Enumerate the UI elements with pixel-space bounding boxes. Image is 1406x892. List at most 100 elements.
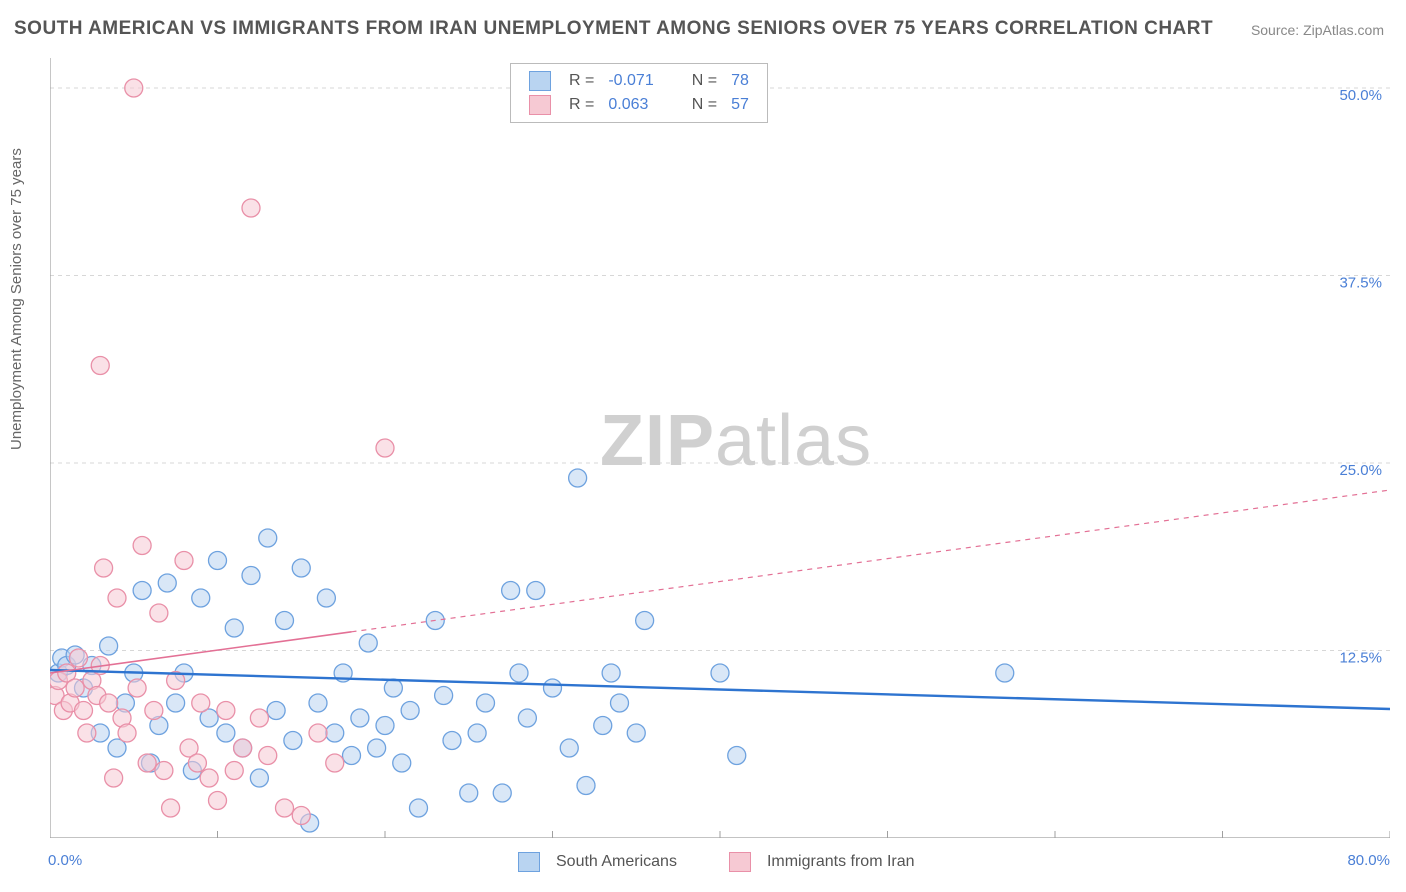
scatter-point — [276, 799, 294, 817]
scatter-point — [569, 469, 587, 487]
x-axis-max-label: 80.0% — [1347, 852, 1390, 869]
trend-line — [50, 632, 352, 673]
scatter-point — [317, 589, 335, 607]
scatter-point — [711, 664, 729, 682]
scatter-point — [75, 702, 93, 720]
scatter-point — [384, 679, 402, 697]
scatter-point — [128, 679, 146, 697]
scatter-point — [343, 747, 361, 765]
y-tick-label: 25.0% — [1339, 462, 1382, 479]
scatter-point — [577, 777, 595, 795]
scatter-point — [468, 724, 486, 742]
scatter-point — [200, 769, 218, 787]
scatter-point — [138, 754, 156, 772]
scatter-point — [401, 702, 419, 720]
scatter-point — [309, 724, 327, 742]
scatter-point — [158, 574, 176, 592]
scatter-point — [150, 604, 168, 622]
scatter-point — [145, 702, 163, 720]
scatter-point — [627, 724, 645, 742]
legend-swatch — [518, 852, 540, 872]
y-tick-label: 50.0% — [1339, 87, 1382, 104]
scatter-point — [234, 739, 252, 757]
legend-r-label: R = — [563, 70, 600, 92]
scatter-point — [108, 589, 126, 607]
legend-series-label: Immigrants from Iran — [767, 853, 915, 870]
chart-title: SOUTH AMERICAN VS IMMIGRANTS FROM IRAN U… — [14, 18, 1213, 40]
scatter-point — [443, 732, 461, 750]
legend-swatch — [529, 71, 551, 91]
source-label: Source: ZipAtlas.com — [1251, 22, 1384, 38]
legend-n-value: 78 — [725, 70, 755, 92]
scatter-point — [250, 769, 268, 787]
scatter-point — [368, 739, 386, 757]
scatter-point — [100, 694, 118, 712]
scatter-point — [66, 679, 84, 697]
scatter-point — [410, 799, 428, 817]
scatter-point — [250, 709, 268, 727]
legend-r-value: 0.063 — [602, 94, 659, 116]
trend-line-dashed — [352, 490, 1391, 632]
scatter-point — [192, 694, 210, 712]
legend-series-label: South Americans — [556, 853, 677, 870]
scatter-point — [133, 537, 151, 555]
scatter-point — [162, 799, 180, 817]
scatter-point — [225, 762, 243, 780]
scatter-point — [175, 552, 193, 570]
scatter-point — [209, 792, 227, 810]
scatter-point — [309, 694, 327, 712]
scatter-point — [477, 694, 495, 712]
scatter-point — [611, 694, 629, 712]
legend-swatch — [729, 852, 751, 872]
scatter-point — [167, 694, 185, 712]
scatter-point — [100, 637, 118, 655]
scatter-point — [292, 559, 310, 577]
legend-r-label: R = — [563, 94, 600, 116]
scatter-point — [95, 559, 113, 577]
chart-container: SOUTH AMERICAN VS IMMIGRANTS FROM IRAN U… — [0, 0, 1406, 892]
scatter-point — [209, 552, 227, 570]
scatter-point — [510, 664, 528, 682]
scatter-point — [560, 739, 578, 757]
legend-series: South Americans Immigrants from Iran — [510, 852, 959, 872]
legend-r-value: -0.071 — [602, 70, 659, 92]
scatter-point — [602, 664, 620, 682]
scatter-point — [267, 702, 285, 720]
scatter-point — [460, 784, 478, 802]
scatter-point — [188, 754, 206, 772]
scatter-point — [217, 724, 235, 742]
scatter-point — [155, 762, 173, 780]
scatter-point — [326, 754, 344, 772]
scatter-point — [502, 582, 520, 600]
y-tick-label: 12.5% — [1339, 650, 1382, 667]
scatter-point — [125, 79, 143, 97]
scatter-point — [326, 724, 344, 742]
legend-n-label: N = — [686, 94, 723, 116]
x-axis-min-label: 0.0% — [48, 852, 82, 869]
scatter-point — [242, 199, 260, 217]
scatter-point — [78, 724, 96, 742]
scatter-point — [192, 589, 210, 607]
scatter-point — [292, 807, 310, 825]
scatter-point — [996, 664, 1014, 682]
scatter-point — [636, 612, 654, 630]
scatter-point — [393, 754, 411, 772]
scatter-point — [276, 612, 294, 630]
legend-swatch — [529, 95, 551, 115]
scatter-point — [527, 582, 545, 600]
scatter-point — [493, 784, 511, 802]
scatter-point — [259, 529, 277, 547]
scatter-point — [259, 747, 277, 765]
legend-correlation: R = -0.071 N = 78 R = 0.063 N = 57 — [510, 63, 768, 123]
scatter-point — [351, 709, 369, 727]
scatter-point — [376, 439, 394, 457]
scatter-point — [133, 582, 151, 600]
y-tick-label: 37.5% — [1339, 275, 1382, 292]
legend-n-value: 57 — [725, 94, 755, 116]
scatter-point — [69, 649, 87, 667]
scatter-point — [594, 717, 612, 735]
y-axis-label: Unemployment Among Seniors over 75 years — [8, 148, 25, 450]
scatter-plot: 12.5% 25.0% 37.5% 50.0% — [50, 58, 1390, 838]
scatter-point — [435, 687, 453, 705]
legend-n-label: N = — [686, 70, 723, 92]
